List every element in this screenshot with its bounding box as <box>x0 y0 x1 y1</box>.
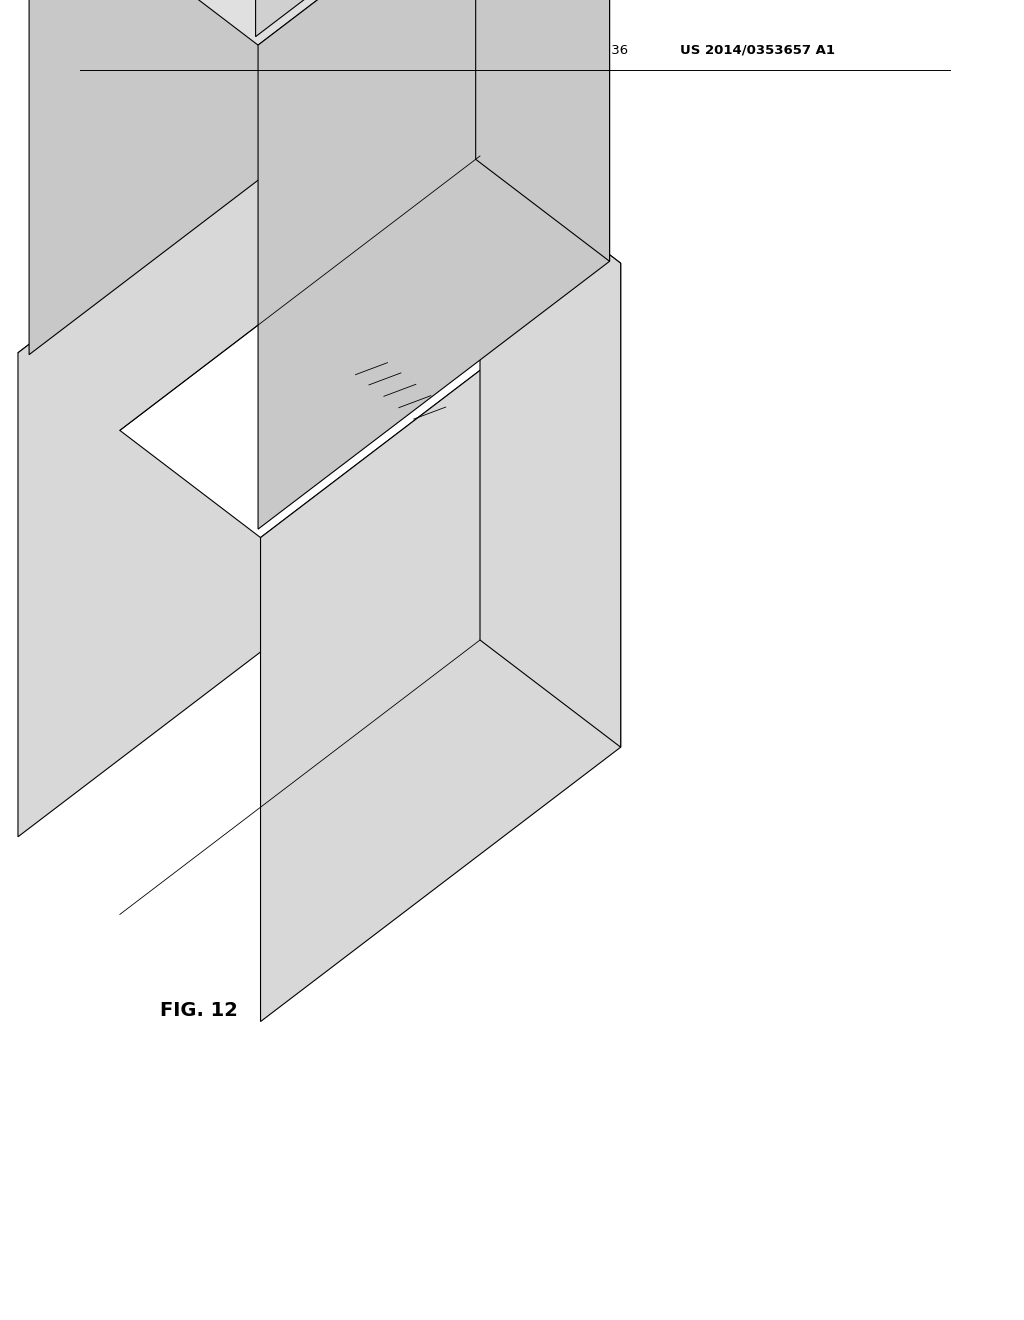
Text: Patent Application Publication: Patent Application Publication <box>90 44 317 57</box>
Text: 6: 6 <box>379 409 387 422</box>
Polygon shape <box>18 78 378 837</box>
Polygon shape <box>260 263 621 1022</box>
Text: 6: 6 <box>336 376 343 389</box>
Polygon shape <box>476 0 609 261</box>
Polygon shape <box>480 156 621 747</box>
Polygon shape <box>29 0 381 355</box>
Text: US 2014/0353657 A1: US 2014/0353657 A1 <box>680 44 835 57</box>
Text: Sheet 12 of 36: Sheet 12 of 36 <box>530 44 628 57</box>
Text: 6: 6 <box>349 387 357 400</box>
Polygon shape <box>381 0 476 160</box>
Text: Dec. 4, 2014: Dec. 4, 2014 <box>390 44 475 57</box>
Polygon shape <box>378 78 480 640</box>
Polygon shape <box>124 0 609 45</box>
Polygon shape <box>256 0 598 37</box>
Polygon shape <box>18 78 480 430</box>
Text: 6: 6 <box>394 421 401 433</box>
Text: FIG. 12: FIG. 12 <box>160 1001 238 1019</box>
Polygon shape <box>258 0 609 529</box>
Polygon shape <box>120 156 621 537</box>
Text: 6: 6 <box>364 397 372 411</box>
